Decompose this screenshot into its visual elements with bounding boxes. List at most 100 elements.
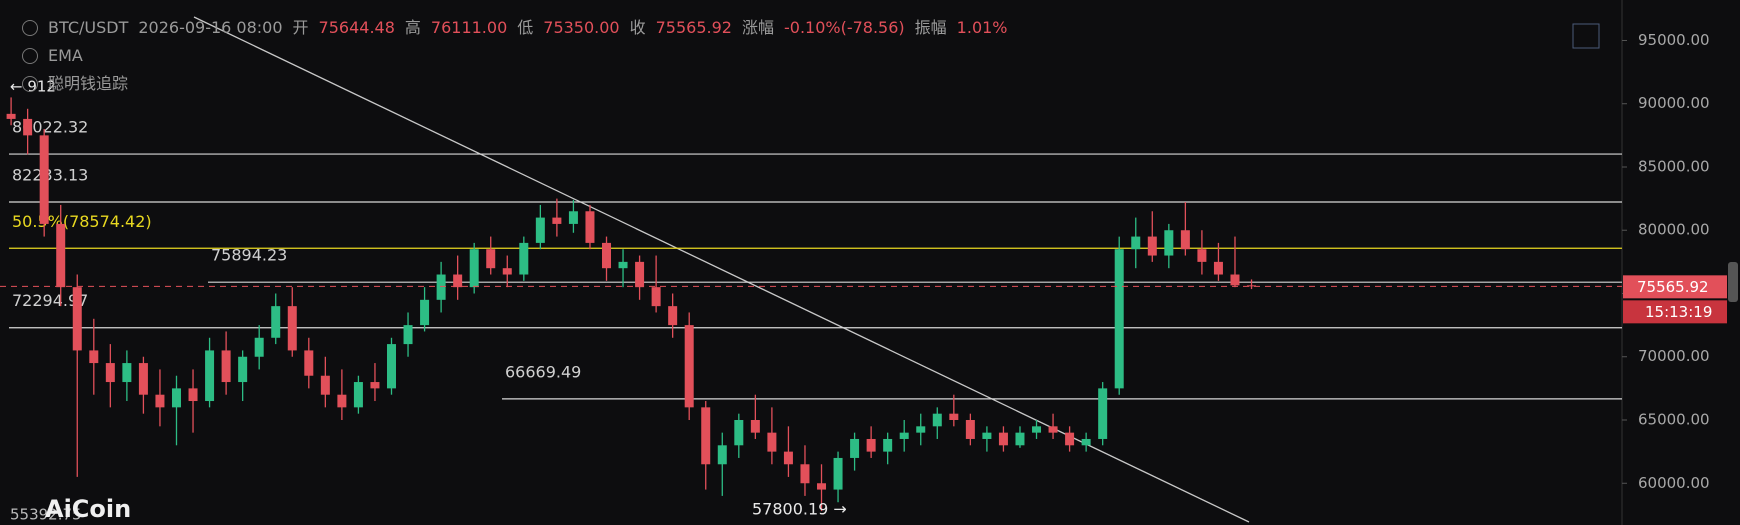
candle-body [1180, 230, 1190, 250]
countdown: 15:13:19 [1645, 303, 1712, 321]
icon [22, 20, 38, 36]
field-value: 75565.92 [655, 18, 732, 37]
candle-body [684, 325, 694, 408]
annotation: 55392.75 [10, 506, 82, 524]
field-label: 收 [629, 18, 646, 37]
time: 2026-09-16 08:00 [138, 18, 283, 37]
last-price-box [1623, 275, 1727, 299]
y-tick-label: 80000.00 [1638, 221, 1710, 239]
candle-body [420, 299, 430, 326]
countdown-box [1623, 300, 1727, 324]
candle-body [635, 261, 645, 288]
candle-body [519, 242, 529, 275]
candle-body [932, 413, 942, 427]
candle-body [998, 432, 1008, 446]
candle-body [535, 217, 545, 243]
candle-body [916, 426, 926, 433]
candle-body [949, 413, 959, 420]
field-value: 75644.48 [318, 18, 395, 37]
level-label: 72294.97 [12, 291, 88, 310]
candle-body [585, 211, 595, 243]
layout-button[interactable] [1572, 23, 1600, 49]
candle-body [1098, 388, 1108, 439]
y-tick-label: 65000.00 [1638, 411, 1710, 429]
level-label: 75894.23 [211, 246, 287, 265]
candle-body [1164, 230, 1174, 256]
candle-body [320, 375, 330, 395]
indicator[interactable]: EMA [48, 46, 83, 65]
price-axis-bg [1622, 0, 1740, 525]
field-label: 低 [517, 18, 534, 37]
candle-body [23, 118, 33, 136]
candle-body [618, 261, 628, 269]
candle-body [833, 457, 843, 490]
candle-body [783, 451, 793, 465]
candle-body [1032, 426, 1042, 433]
field-value: 1.01% [956, 18, 1008, 37]
icon [22, 48, 38, 64]
field-label: 振幅 [914, 18, 947, 37]
candle-body [1230, 274, 1240, 286]
candle-body [965, 420, 975, 439]
candle-body [271, 306, 281, 338]
candle-body [39, 135, 49, 224]
candle-body [205, 350, 215, 402]
candle-body [171, 388, 181, 408]
candle-body [304, 350, 314, 376]
candle-body [1147, 236, 1157, 256]
candle-body [1213, 261, 1223, 275]
level-label: 82233.13 [12, 165, 88, 184]
candle-body [817, 483, 827, 490]
field-value: 76111.00 [430, 18, 508, 37]
candle-body [105, 363, 115, 383]
y-tick-label: 90000.00 [1638, 94, 1710, 112]
indicator[interactable]: 聪明钱追踪 [48, 74, 129, 93]
field-label: 开 [292, 18, 309, 37]
candle-body [1081, 438, 1091, 446]
level-label: 66669.49 [505, 362, 581, 381]
ohlc-row: BTC/USDT 2026-09-16 08:00 开 75644.48 高 7611… [22, 14, 1008, 42]
candle-body [1065, 432, 1075, 446]
last-price-label: 75565.92 [1637, 278, 1709, 296]
candle-body [1114, 249, 1124, 389]
field-label: 高 [404, 18, 421, 37]
candle-body [800, 464, 810, 484]
candle-body [370, 382, 380, 389]
candle-body [6, 113, 16, 119]
y-tick-label: 60000.00 [1638, 474, 1710, 492]
header: BTC/USDT 2026-09-16 08:00 开 75644.48 高 7611… [22, 14, 1008, 98]
candle-body [254, 337, 264, 357]
candle-body [122, 363, 132, 383]
candle-body [238, 356, 248, 383]
y-tick-label: 70000.00 [1638, 347, 1710, 365]
candle-body [552, 217, 562, 224]
candle-body [1197, 249, 1207, 262]
level-label: 50.5%(78574.42) [12, 212, 152, 231]
icon [22, 76, 38, 92]
candle-body [403, 325, 413, 345]
candle-body [767, 432, 777, 452]
candle-body [883, 438, 893, 452]
candle-body [668, 306, 678, 326]
candle-body [717, 445, 727, 465]
scroll-handle[interactable] [1728, 262, 1738, 302]
candle-body [651, 287, 661, 307]
indicator-row[interactable]: EMA [22, 42, 1008, 70]
candle-body [469, 249, 479, 288]
candle-body [750, 420, 760, 433]
candle-body [221, 350, 231, 383]
candle-body [337, 394, 347, 408]
candle-body [899, 432, 909, 439]
field-value: 75350.00 [543, 18, 620, 37]
candle-body [453, 274, 463, 288]
candle-body [701, 407, 711, 465]
candle-body [1015, 432, 1025, 446]
indicator-row[interactable]: 聪明钱追踪 [22, 70, 1008, 98]
candle-body [568, 211, 578, 224]
candle-body [866, 438, 876, 452]
candle-body [155, 394, 165, 408]
candle-body [89, 350, 99, 364]
candle-body [1247, 285, 1257, 287]
